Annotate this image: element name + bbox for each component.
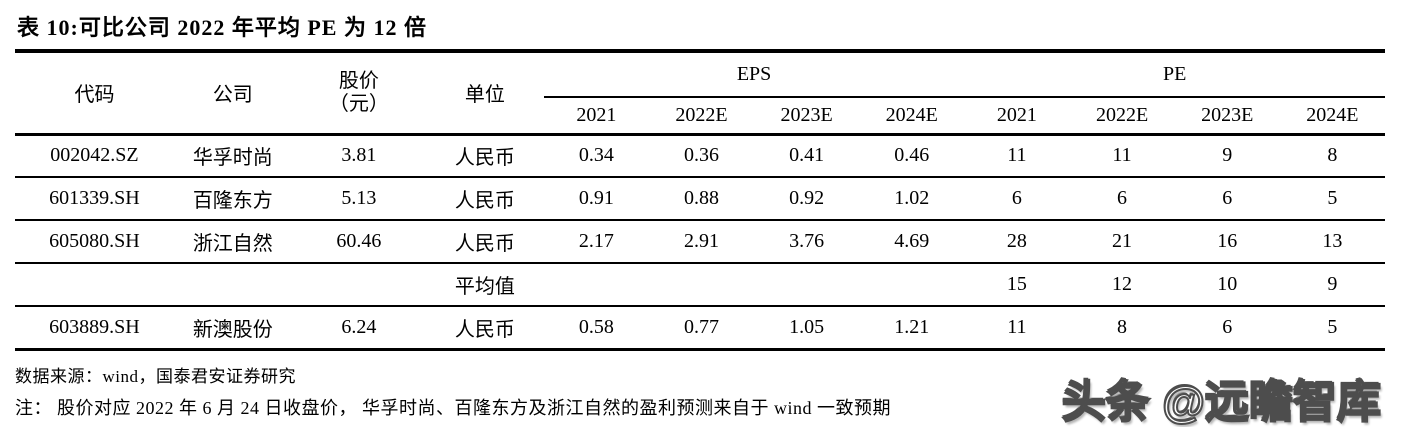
cell-code: 002042.SZ (15, 132, 174, 177)
cell-pe: 28 (964, 219, 1070, 263)
cell-company: 华孚时尚 (173, 132, 292, 177)
cell-pe: 6 (964, 176, 1070, 220)
table-row: 605080.SH 浙江自然 60.46 人民币 2.17 2.91 3.76 … (15, 219, 1385, 263)
cell-eps: 0.58 (543, 305, 649, 349)
cell-pe: 11 (1069, 132, 1175, 177)
footnote-row: 注： 股价对应 2022 年 6 月 24 日收盘价， 华孚时尚、百隆东方及浙江… (15, 379, 1385, 425)
cell-pe: 5 (1279, 176, 1385, 220)
table-row: 601339.SH 百隆东方 5.13 人民币 0.91 0.88 0.92 1… (15, 176, 1385, 220)
cell-company (173, 262, 292, 306)
table-row: 002042.SZ 华孚时尚 3.81 人民币 0.34 0.36 0.41 0… (15, 132, 1385, 177)
pe-year-header: 2024E (1306, 103, 1359, 126)
col-header-unit: 单位 (464, 84, 505, 107)
cell-pe-average: 10 (1174, 262, 1280, 306)
cell-pe-average: 12 (1069, 262, 1175, 306)
cell-eps: 2.17 (543, 219, 649, 263)
comparable-companies-table: 代码 公司 股价 （元） 单位 EPS PE 2021 2022E 2023E … (15, 53, 1385, 351)
col-header-code: 代码 (74, 84, 115, 107)
col-header-price-line1: 股价 (338, 69, 379, 92)
cell-pe: 6 (1069, 176, 1175, 220)
cell-pe: 5 (1279, 305, 1385, 349)
cell-pe: 8 (1279, 132, 1385, 177)
cell-pe: 6 (1174, 176, 1280, 220)
average-label: 平均值 (425, 262, 544, 306)
cell-company: 新澳股份 (173, 305, 292, 349)
header-group-row: 代码 公司 股价 （元） 单位 EPS PE (15, 53, 1385, 115)
cell-eps: 0.36 (648, 132, 755, 177)
pe-year-header: 2022E (1095, 103, 1149, 126)
col-header-company: 公司 (212, 84, 253, 107)
header-year-row: 2021 2022E 2023E 2024E 2021 2022E 2023E … (15, 97, 1385, 134)
cell-pe: 11 (964, 132, 1070, 177)
cell-price: 6.24 (291, 305, 426, 349)
cell-eps: 0.41 (754, 132, 860, 177)
cell-eps: 1.21 (859, 305, 965, 349)
data-source-text: 数据来源：wind，国泰君安证券研究 (15, 366, 296, 386)
cell-pe: 6 (1174, 305, 1280, 349)
cell-eps: 0.92 (754, 176, 860, 220)
cell-eps: 0.77 (648, 305, 755, 349)
cell-eps: 1.05 (754, 305, 860, 349)
cell-pe: 9 (1174, 132, 1280, 177)
cell-eps: 0.91 (543, 176, 649, 220)
pe-year-header: 2023E (1201, 103, 1254, 126)
cell-eps: 4.69 (859, 219, 965, 263)
pe-year-header: 2021 (996, 103, 1037, 126)
table-row: 603889.SH 新澳股份 6.24 人民币 0.58 0.77 1.05 1… (15, 305, 1385, 349)
cell-eps: 2.91 (648, 219, 755, 263)
average-row: 平均值 15 12 10 9 (15, 262, 1385, 306)
cell-eps: 1.02 (859, 176, 965, 220)
cell-code: 605080.SH (15, 219, 174, 263)
eps-group-header: EPS (543, 53, 965, 98)
cell-pe-average: 15 (964, 262, 1070, 306)
cell-eps (859, 262, 965, 306)
cell-pe: 13 (1279, 219, 1385, 263)
cell-company: 百隆东方 (173, 176, 292, 220)
col-header-price-line2: （元） (328, 92, 389, 115)
cell-pe: 21 (1069, 219, 1175, 263)
cell-pe: 11 (964, 305, 1070, 349)
eps-year-header: 2024E (885, 103, 938, 126)
cell-eps (543, 262, 649, 306)
footnote-text: 注： 股价对应 2022 年 6 月 24 日收盘价， 华孚时尚、百隆东方及浙江… (15, 397, 891, 418)
cell-company: 浙江自然 (173, 219, 292, 263)
cell-unit: 人民币 (425, 219, 544, 263)
cell-price (291, 262, 426, 306)
cell-eps: 0.46 (859, 132, 965, 177)
cell-eps (648, 262, 755, 306)
pe-group-header: PE (964, 53, 1385, 98)
cell-code (15, 262, 174, 306)
cell-eps: 0.88 (648, 176, 755, 220)
cell-pe: 8 (1069, 305, 1175, 349)
cell-pe: 16 (1174, 219, 1280, 263)
cell-price: 5.13 (291, 176, 426, 220)
cell-pe-average: 9 (1279, 262, 1385, 306)
cell-eps: 0.34 (543, 132, 649, 177)
table-title: 表 10:可比公司 2022 年平均 PE 为 12 倍 (15, 8, 1385, 53)
watermark-logo: 头条 @远瞻智库 (1061, 377, 1382, 427)
cell-price: 60.46 (291, 219, 426, 263)
cell-eps (754, 262, 860, 306)
cell-eps: 3.76 (754, 219, 860, 263)
eps-year-header: 2021 (576, 103, 617, 126)
cell-code: 603889.SH (15, 305, 174, 349)
col-header-price: 股价 （元） (292, 53, 426, 134)
cell-unit: 人民币 (425, 305, 544, 349)
cell-unit: 人民币 (425, 176, 544, 220)
cell-unit: 人民币 (425, 132, 544, 177)
cell-code: 601339.SH (15, 176, 174, 220)
cell-price: 3.81 (291, 132, 426, 177)
eps-year-header: 2023E (780, 103, 833, 126)
eps-year-header: 2022E (675, 103, 728, 126)
